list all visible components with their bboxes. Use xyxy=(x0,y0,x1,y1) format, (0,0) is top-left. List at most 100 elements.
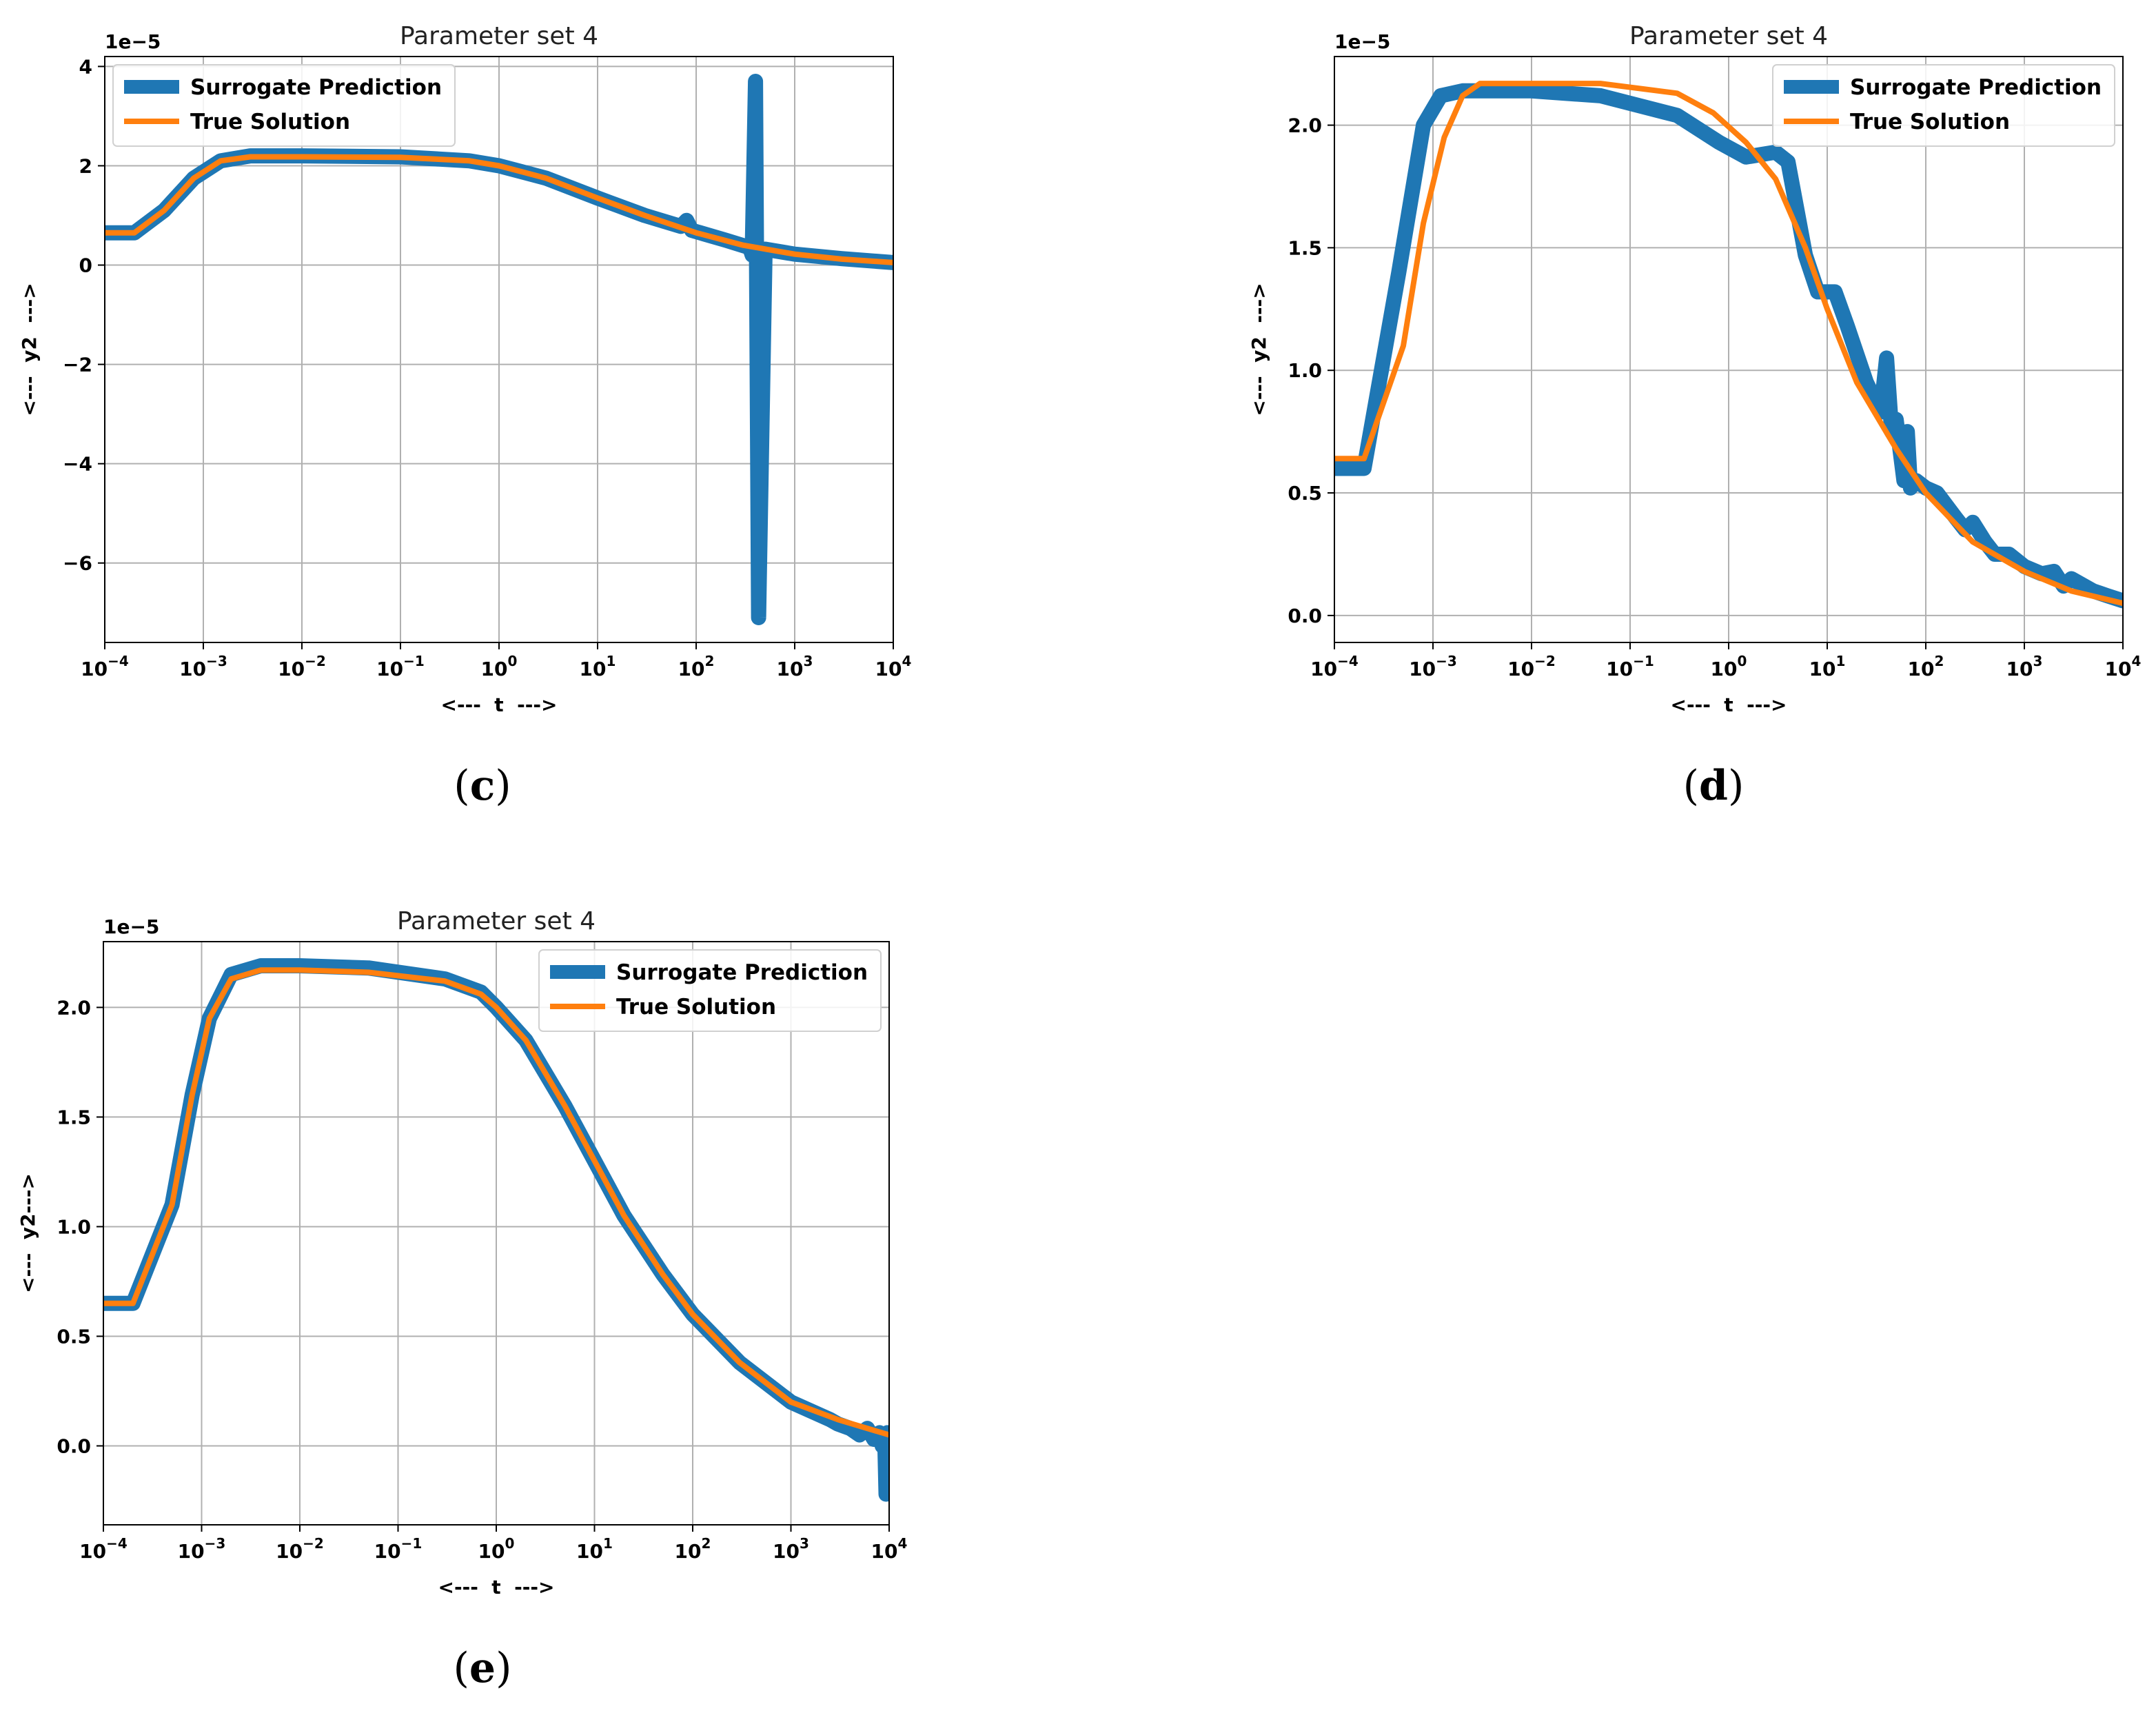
x-axis-label: <--- t ---> xyxy=(440,693,557,716)
x-tick-label: 10−1 xyxy=(374,1535,423,1563)
y-tick-label: 0.5 xyxy=(57,1325,91,1348)
chart-panel-d: 10−4 10−3 10−2 10−1 100 101 102 103 1042.01.51.0… xyxy=(1248,22,2141,810)
y-tick-label: 0.0 xyxy=(1288,605,1322,627)
x-tick-exponent: 0 xyxy=(505,1535,515,1552)
series-line-true-solution xyxy=(105,154,893,265)
x-tick-base: 10 xyxy=(1711,658,1738,680)
y-tick-label: 1.0 xyxy=(1288,359,1322,382)
x-tick-base: 10 xyxy=(478,1540,505,1563)
x-tick-exponent: −2 xyxy=(305,653,326,669)
x-tick-base: 10 xyxy=(1310,658,1337,680)
y-tick-label: −2 xyxy=(63,354,92,376)
legend-label-surrogate: Surrogate Prediction xyxy=(1850,75,2102,100)
x-axis-label: <--- t ---> xyxy=(1670,693,1787,716)
y-tick-label: 1.5 xyxy=(1288,236,1322,259)
y-offset-text: 1e−5 xyxy=(103,915,159,938)
x-tick-label: 10−3 xyxy=(178,1535,226,1563)
x-tick-exponent: 1 xyxy=(603,1535,613,1552)
legend-label-true-solution: True Solution xyxy=(616,995,776,1020)
y-tick-label: −4 xyxy=(63,453,92,476)
caption-paren-open: ( xyxy=(1683,762,1699,810)
legend-box xyxy=(538,949,882,1032)
x-tick-exponent: −4 xyxy=(1337,653,1359,669)
x-tick-exponent: −4 xyxy=(106,1535,128,1552)
y-tick-label: 1.5 xyxy=(57,1106,91,1128)
x-tick-exponent: 2 xyxy=(702,1535,711,1552)
x-tick-base: 10 xyxy=(276,1540,303,1563)
y-tick-label: 4 xyxy=(79,55,92,78)
legend-label-surrogate: Surrogate Prediction xyxy=(190,75,442,100)
x-tick-base: 10 xyxy=(678,658,705,680)
caption-letter: c xyxy=(470,762,496,810)
x-tick-label: 10−4 xyxy=(79,1535,128,1563)
x-tick-label: 104 xyxy=(2105,653,2142,680)
x-tick-label: 103 xyxy=(2006,653,2043,680)
x-tick-exponent: 0 xyxy=(508,653,518,669)
x-tick-exponent: 1 xyxy=(607,653,616,669)
x-tick-exponent: −3 xyxy=(1436,653,1457,669)
y-offset-text: 1e−5 xyxy=(105,30,161,53)
caption-paren-close: ) xyxy=(495,762,511,810)
x-tick-base: 10 xyxy=(178,1540,205,1563)
x-tick-base: 10 xyxy=(773,1540,800,1563)
x-tick-label: 101 xyxy=(580,653,616,680)
x-tick-label: 10−3 xyxy=(1409,653,1457,680)
x-tick-label: 10−1 xyxy=(1606,653,1654,680)
panel-caption: (e) xyxy=(453,1644,511,1692)
chart-title: Parameter set 4 xyxy=(397,907,596,935)
x-tick-exponent: 2 xyxy=(705,653,715,669)
caption-paren-open: ( xyxy=(453,1644,469,1692)
x-tick-label: 100 xyxy=(1711,653,1747,680)
x-tick-base: 10 xyxy=(374,1540,401,1563)
x-tick-base: 10 xyxy=(376,658,403,680)
x-tick-label: 102 xyxy=(675,1535,711,1563)
y-tick-label: 0.5 xyxy=(1288,482,1322,505)
x-tick-label: 102 xyxy=(1908,653,1944,680)
panel-caption: (c) xyxy=(454,762,511,810)
x-tick-label: 101 xyxy=(1809,653,1846,680)
x-tick-base: 10 xyxy=(1809,658,1836,680)
x-tick-exponent: 4 xyxy=(2132,653,2142,669)
legend-label-surrogate: Surrogate Prediction xyxy=(616,960,868,985)
caption-paren-close: ) xyxy=(496,1644,511,1692)
x-tick-base: 10 xyxy=(2105,658,2132,680)
y-tick-label: 0 xyxy=(79,254,92,277)
y-tick-label: 2.0 xyxy=(57,996,91,1019)
x-tick-label: 103 xyxy=(773,1535,809,1563)
panel-caption: (d) xyxy=(1683,762,1745,810)
x-tick-label: 10−4 xyxy=(1310,653,1359,680)
x-tick-label: 10−3 xyxy=(179,653,227,680)
x-tick-label: 10−2 xyxy=(276,1535,324,1563)
x-tick-exponent: 3 xyxy=(2033,653,2043,669)
x-tick-label: 102 xyxy=(678,653,715,680)
series-line-true-solution xyxy=(1334,81,2123,607)
legend-label-true-solution: True Solution xyxy=(1850,110,2010,134)
caption-paren-open: ( xyxy=(454,762,469,810)
x-tick-base: 10 xyxy=(2006,658,2033,680)
chart-panel-e: 10−4 10−3 10−2 10−1 100 101 102 103 1042.01.51.0… xyxy=(17,907,907,1692)
x-tick-base: 10 xyxy=(79,1540,106,1563)
x-tick-base: 10 xyxy=(179,658,206,680)
x-tick-label: 104 xyxy=(871,1535,908,1563)
x-tick-exponent: −2 xyxy=(303,1535,324,1552)
y-tick-label: 0.0 xyxy=(57,1435,91,1458)
series-line-surrogate-prediction xyxy=(1334,83,2123,609)
x-tick-exponent: −3 xyxy=(205,1535,226,1552)
x-tick-label: 100 xyxy=(481,653,518,680)
y-axis-label: <--- y2 ---> xyxy=(18,283,41,416)
series-line-true-solution xyxy=(103,967,889,1438)
x-tick-exponent: 3 xyxy=(800,1535,809,1552)
legend-label-true-solution: True Solution xyxy=(190,110,350,134)
y-tick-label: 2.0 xyxy=(1288,114,1322,137)
y-tick-label: −6 xyxy=(63,552,92,575)
x-tick-exponent: 4 xyxy=(898,1535,908,1552)
x-tick-base: 10 xyxy=(81,658,108,680)
series-group xyxy=(103,958,889,1502)
x-tick-exponent: 0 xyxy=(1738,653,1747,669)
x-tick-label: 104 xyxy=(875,653,912,680)
series-group xyxy=(105,74,893,625)
x-tick-exponent: 1 xyxy=(1836,653,1846,669)
y-tick-label: 2 xyxy=(79,154,92,177)
x-tick-base: 10 xyxy=(1606,658,1633,680)
x-tick-label: 10−1 xyxy=(376,653,425,680)
